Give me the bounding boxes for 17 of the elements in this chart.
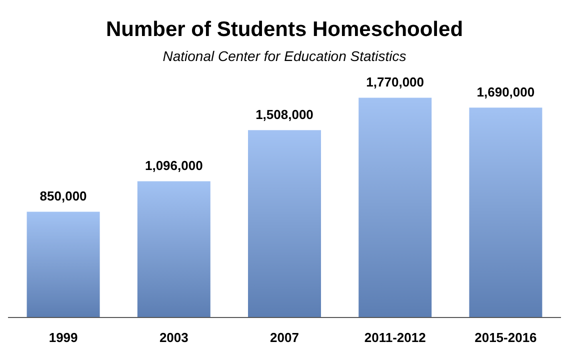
chart-title: Number of Students Homeschooled: [106, 18, 464, 41]
data-label: 850,000: [40, 188, 87, 204]
data-label: 1,690,000: [476, 84, 535, 100]
chart-subtitle: National Center for Education Statistics: [162, 48, 406, 64]
bar: [137, 181, 210, 317]
x-tick-label: 2011-2012: [364, 330, 426, 345]
x-tick-label: 2015-2016: [474, 330, 537, 345]
bar: [248, 130, 321, 317]
bar: [469, 108, 542, 317]
x-tick-label: 1999: [48, 330, 78, 345]
x-tick-label: 2007: [270, 330, 299, 345]
data-label: 1,770,000: [366, 74, 424, 90]
data-label: 1,096,000: [144, 158, 203, 174]
x-tick-label: 2003: [159, 330, 188, 345]
bar: [358, 98, 432, 317]
bar: [26, 212, 100, 317]
data-label: 1,508,000: [256, 107, 314, 122]
